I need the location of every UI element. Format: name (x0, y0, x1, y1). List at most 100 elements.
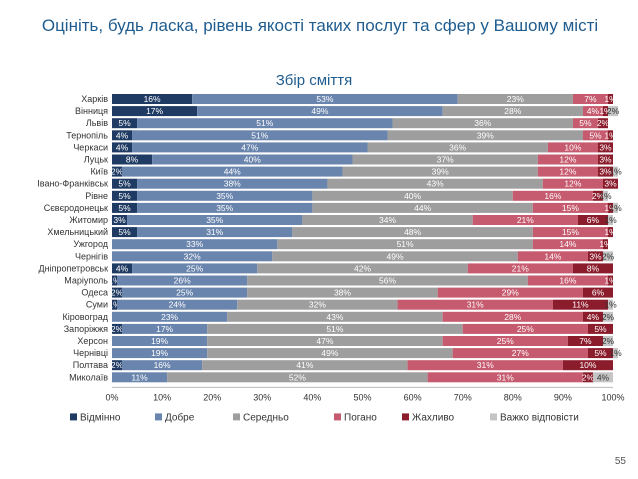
bar-segment (407, 360, 563, 371)
data-label: 1% (604, 94, 617, 104)
bar-segment (197, 106, 443, 117)
data-label: 2% (592, 191, 605, 201)
data-label: 29% (502, 288, 519, 298)
data-label: 1% (599, 239, 612, 249)
data-label: 1% (604, 215, 617, 225)
data-label: 19% (151, 336, 168, 346)
x-tick-label: 30% (253, 392, 271, 402)
category-label: Дніпропетровськ (39, 263, 109, 273)
data-label: 3% (599, 142, 612, 152)
data-label: 35% (216, 203, 233, 213)
data-label: 11% (131, 372, 148, 382)
bar-segment (587, 251, 603, 262)
data-label: 14% (544, 251, 561, 261)
data-label: 26% (174, 276, 191, 286)
data-label: 25% (517, 324, 534, 334)
bar-segment (112, 299, 118, 310)
data-label: 2% (602, 251, 615, 261)
data-label: 5% (118, 191, 131, 201)
bar-segment (457, 94, 573, 104)
data-label: 31% (477, 360, 494, 370)
bar-segment (587, 323, 613, 334)
category-label: Івано-Франківськ (37, 179, 108, 189)
bar-segment (292, 227, 533, 238)
data-label: 1% (604, 300, 617, 310)
data-label: 2% (111, 167, 124, 177)
x-tick-label: 80% (504, 392, 522, 402)
legend-swatch (402, 413, 409, 421)
bar-segment (112, 166, 123, 177)
data-label: 3% (599, 155, 612, 165)
bar-segment (112, 287, 123, 298)
data-label: 4% (587, 312, 600, 322)
bar-segment (122, 323, 208, 334)
bar-segment (112, 348, 208, 359)
data-label: 19% (151, 348, 168, 358)
bar-segment (312, 190, 513, 201)
bar-segment (392, 118, 573, 129)
bar-segment (127, 215, 303, 225)
data-label: 48% (404, 227, 421, 237)
bar-segment (582, 287, 613, 298)
bar-segment (532, 202, 608, 213)
bar-segment (112, 227, 138, 238)
data-label: 47% (241, 142, 258, 152)
bar-segment (532, 227, 608, 238)
data-label: 32% (184, 251, 201, 261)
data-label: 1% (609, 348, 622, 358)
bar-segment (117, 275, 248, 286)
data-label: 25% (186, 263, 203, 273)
bar-segment (452, 348, 588, 359)
bar-segment (552, 299, 608, 310)
data-label: 4% (597, 372, 610, 382)
bar-segment (112, 178, 138, 189)
bar-segment (572, 118, 598, 129)
data-label: 44% (414, 203, 431, 213)
data-label: 37% (437, 155, 454, 165)
data-label: 34% (379, 215, 396, 225)
data-label: 52% (289, 372, 306, 382)
data-label: 3% (599, 167, 612, 177)
legend-label: Погано (344, 412, 377, 423)
bar-segment (247, 275, 528, 286)
data-label: 56% (379, 276, 396, 286)
bar-segment (572, 94, 608, 104)
data-label: 2% (602, 336, 615, 346)
data-label: 6% (587, 215, 600, 225)
data-label: 41% (296, 360, 313, 370)
data-label: 17% (146, 106, 163, 116)
category-label: Хмельницький (47, 227, 108, 237)
bar-segment (562, 360, 613, 371)
x-tick-label: 10% (153, 392, 171, 402)
data-label: 2% (111, 288, 124, 298)
data-label: 5% (118, 118, 131, 128)
bar-segment (537, 166, 598, 177)
data-label: 2% (582, 372, 595, 382)
bar-segment (132, 263, 258, 274)
data-label: 4% (116, 130, 129, 140)
data-label: 5% (118, 227, 131, 237)
data-label: 36% (449, 142, 466, 152)
data-label: 33% (186, 239, 203, 249)
bar-segment (437, 287, 583, 298)
bar-segment (387, 130, 583, 141)
data-label: 31% (467, 300, 484, 310)
data-label: 1% (604, 276, 617, 286)
bar-segment (597, 166, 613, 177)
legend-swatch (155, 413, 162, 421)
bar-segment (582, 372, 593, 383)
data-label: 1% (604, 203, 617, 213)
data-label: 21% (517, 215, 534, 225)
data-label: 4% (587, 106, 600, 116)
bar-segment (207, 323, 463, 334)
data-label: 1% (108, 276, 121, 286)
data-label: 35% (216, 191, 233, 201)
data-label: 12% (559, 155, 576, 165)
data-label: 15% (562, 203, 579, 213)
data-label: 2% (597, 118, 610, 128)
legend-label: Середньо (243, 412, 289, 423)
bar-segment (597, 142, 613, 153)
bar-segment (587, 348, 613, 359)
x-tick-label: 40% (303, 392, 321, 402)
data-label: 1% (604, 130, 617, 140)
